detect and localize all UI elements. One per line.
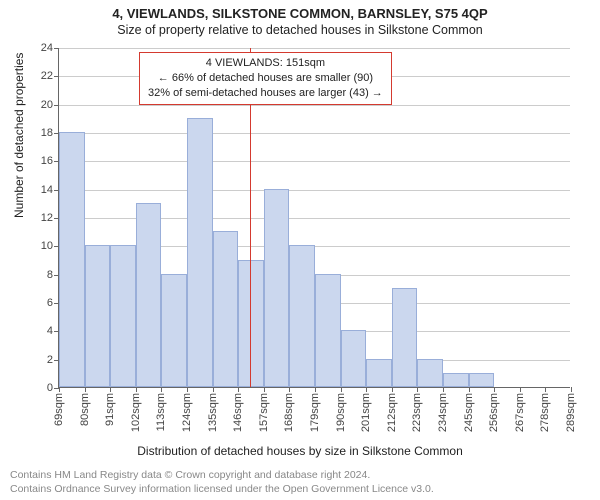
xtick-mark xyxy=(187,387,188,392)
xtick-label: 113sqm xyxy=(155,393,167,431)
ytick-label: 10 xyxy=(41,240,53,252)
histogram-bar xyxy=(315,274,341,387)
histogram-bar xyxy=(110,245,136,387)
footer-line1: Contains HM Land Registry data © Crown c… xyxy=(10,468,434,482)
xtick-mark xyxy=(392,387,393,392)
ytick-label: 2 xyxy=(47,354,53,366)
y-axis-label: Number of detached properties xyxy=(12,53,26,218)
ytick-label: 6 xyxy=(47,297,53,309)
xtick-mark xyxy=(136,387,137,392)
chart-area: 02468101214161820222469sqm80sqm91sqm102s… xyxy=(58,48,570,388)
xtick-label: 124sqm xyxy=(181,393,193,432)
ytick-mark xyxy=(54,76,59,77)
xtick-label: 212sqm xyxy=(386,393,398,432)
xtick-label: 179sqm xyxy=(309,393,321,432)
ytick-label: 18 xyxy=(41,127,53,139)
histogram-bar xyxy=(366,359,392,387)
xtick-mark xyxy=(238,387,239,392)
gridline xyxy=(59,133,570,134)
annotation-line: 32% of semi-detached houses are larger (… xyxy=(148,86,383,101)
histogram-bar xyxy=(341,330,367,387)
xtick-label: 190sqm xyxy=(335,393,347,432)
xtick-label: 80sqm xyxy=(79,393,91,426)
gridline xyxy=(59,48,570,49)
xtick-mark xyxy=(417,387,418,392)
histogram-bar xyxy=(161,274,187,387)
xtick-label: 91sqm xyxy=(104,393,116,426)
xtick-label: 289sqm xyxy=(565,393,577,432)
gridline xyxy=(59,105,570,106)
histogram-bar xyxy=(213,231,239,387)
ytick-mark xyxy=(54,48,59,49)
xtick-mark xyxy=(443,387,444,392)
annotation-line: 4 VIEWLANDS: 151sqm xyxy=(148,56,383,71)
histogram-bar xyxy=(443,373,469,387)
plot-region: 02468101214161820222469sqm80sqm91sqm102s… xyxy=(58,48,570,388)
xtick-label: 146sqm xyxy=(232,393,244,432)
xtick-mark xyxy=(469,387,470,392)
xtick-label: 278sqm xyxy=(539,393,551,432)
xtick-label: 267sqm xyxy=(514,393,526,432)
xtick-mark xyxy=(59,387,60,392)
histogram-bar xyxy=(187,118,213,387)
xtick-label: 168sqm xyxy=(283,393,295,432)
footer-line2: Contains Ordnance Survey information lic… xyxy=(10,482,434,496)
xtick-mark xyxy=(494,387,495,392)
histogram-bar xyxy=(136,203,162,387)
xtick-mark xyxy=(213,387,214,392)
xtick-label: 234sqm xyxy=(437,393,449,432)
x-axis-label: Distribution of detached houses by size … xyxy=(0,444,600,458)
histogram-bar xyxy=(417,359,443,387)
histogram-bar xyxy=(289,245,315,387)
xtick-mark xyxy=(315,387,316,392)
xtick-mark xyxy=(264,387,265,392)
xtick-label: 102sqm xyxy=(130,393,142,432)
histogram-bar xyxy=(469,373,495,387)
ytick-mark xyxy=(54,105,59,106)
ytick-label: 14 xyxy=(41,184,53,196)
xtick-mark xyxy=(110,387,111,392)
xtick-mark xyxy=(520,387,521,392)
gridline xyxy=(59,190,570,191)
ytick-label: 12 xyxy=(41,212,53,224)
xtick-mark xyxy=(289,387,290,392)
histogram-bar xyxy=(238,260,264,388)
footer-licence: Contains HM Land Registry data © Crown c… xyxy=(10,468,434,496)
page-title: 4, VIEWLANDS, SILKSTONE COMMON, BARNSLEY… xyxy=(0,0,600,21)
xtick-label: 69sqm xyxy=(53,393,65,426)
histogram-bar xyxy=(59,132,85,387)
xtick-mark xyxy=(366,387,367,392)
ytick-label: 20 xyxy=(41,99,53,111)
annotation-line: ← 66% of detached houses are smaller (90… xyxy=(148,71,383,86)
ytick-label: 22 xyxy=(41,70,53,82)
xtick-label: 157sqm xyxy=(258,393,270,432)
xtick-label: 223sqm xyxy=(411,393,423,432)
page-subtitle: Size of property relative to detached ho… xyxy=(0,21,600,37)
histogram-bar xyxy=(392,288,418,387)
xtick-mark xyxy=(571,387,572,392)
ytick-label: 24 xyxy=(41,42,53,54)
xtick-label: 245sqm xyxy=(463,393,475,432)
gridline xyxy=(59,161,570,162)
xtick-mark xyxy=(545,387,546,392)
ytick-label: 8 xyxy=(47,269,53,281)
xtick-label: 256sqm xyxy=(488,393,500,432)
xtick-mark xyxy=(85,387,86,392)
ytick-label: 16 xyxy=(41,155,53,167)
histogram-bar xyxy=(85,245,111,387)
annotation-box: 4 VIEWLANDS: 151sqm← 66% of detached hou… xyxy=(139,52,392,105)
xtick-label: 135sqm xyxy=(207,393,219,432)
xtick-label: 201sqm xyxy=(360,393,372,432)
xtick-mark xyxy=(341,387,342,392)
ytick-label: 4 xyxy=(47,325,53,337)
histogram-bar xyxy=(264,189,290,387)
xtick-mark xyxy=(161,387,162,392)
